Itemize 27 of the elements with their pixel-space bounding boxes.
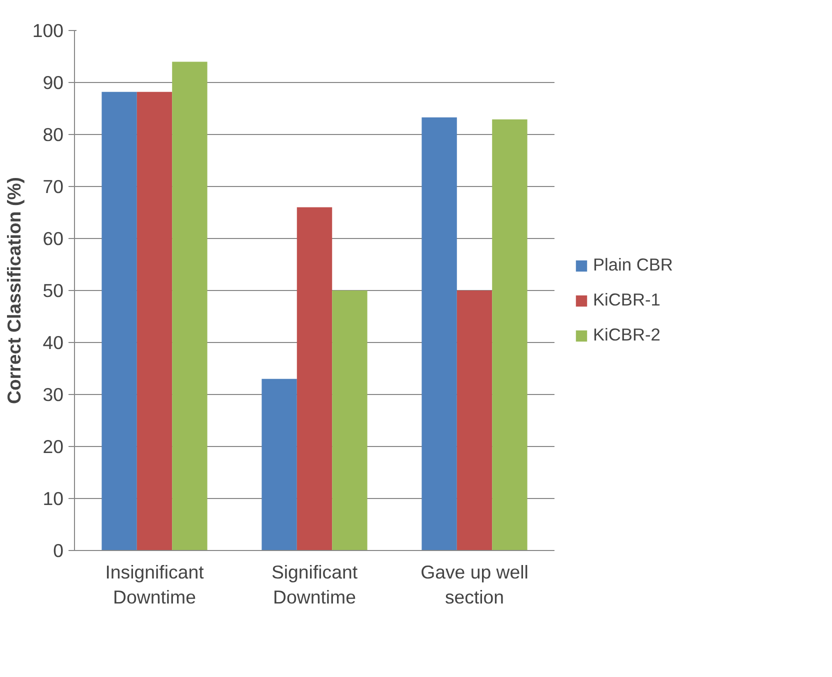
y-tick-label: 50 bbox=[42, 280, 64, 301]
bar bbox=[332, 290, 368, 550]
x-tick-label: Gave up well section bbox=[420, 562, 528, 608]
bar bbox=[422, 117, 457, 550]
bar bbox=[492, 119, 528, 550]
legend-label: Plain CBR bbox=[593, 254, 673, 276]
y-tick-label: 60 bbox=[42, 228, 64, 249]
bar bbox=[456, 290, 492, 550]
y-tick-label: 90 bbox=[42, 72, 64, 93]
legend-label: KiCBR-1 bbox=[593, 290, 660, 310]
bar bbox=[136, 92, 172, 550]
y-tick-label: 40 bbox=[42, 332, 64, 353]
y-tick-label: 80 bbox=[42, 124, 64, 145]
bar bbox=[102, 92, 137, 550]
y-tick-label: 100 bbox=[32, 20, 64, 41]
y-tick-label: 10 bbox=[42, 488, 64, 509]
bar bbox=[172, 62, 208, 550]
y-tick-label: 0 bbox=[53, 540, 64, 561]
y-tick-label: 30 bbox=[42, 384, 64, 405]
y-axis-title: Correct Classification (%) bbox=[3, 176, 24, 404]
bar bbox=[262, 378, 297, 550]
x-tick-label: Significant Downtime bbox=[271, 562, 358, 608]
bar bbox=[296, 207, 332, 550]
y-tick-label: 20 bbox=[42, 436, 64, 457]
x-tick-label: Insignificant Downtime bbox=[105, 562, 205, 608]
y-tick-label: 70 bbox=[42, 176, 64, 197]
legend-label: KiCBR-2 bbox=[593, 324, 660, 346]
